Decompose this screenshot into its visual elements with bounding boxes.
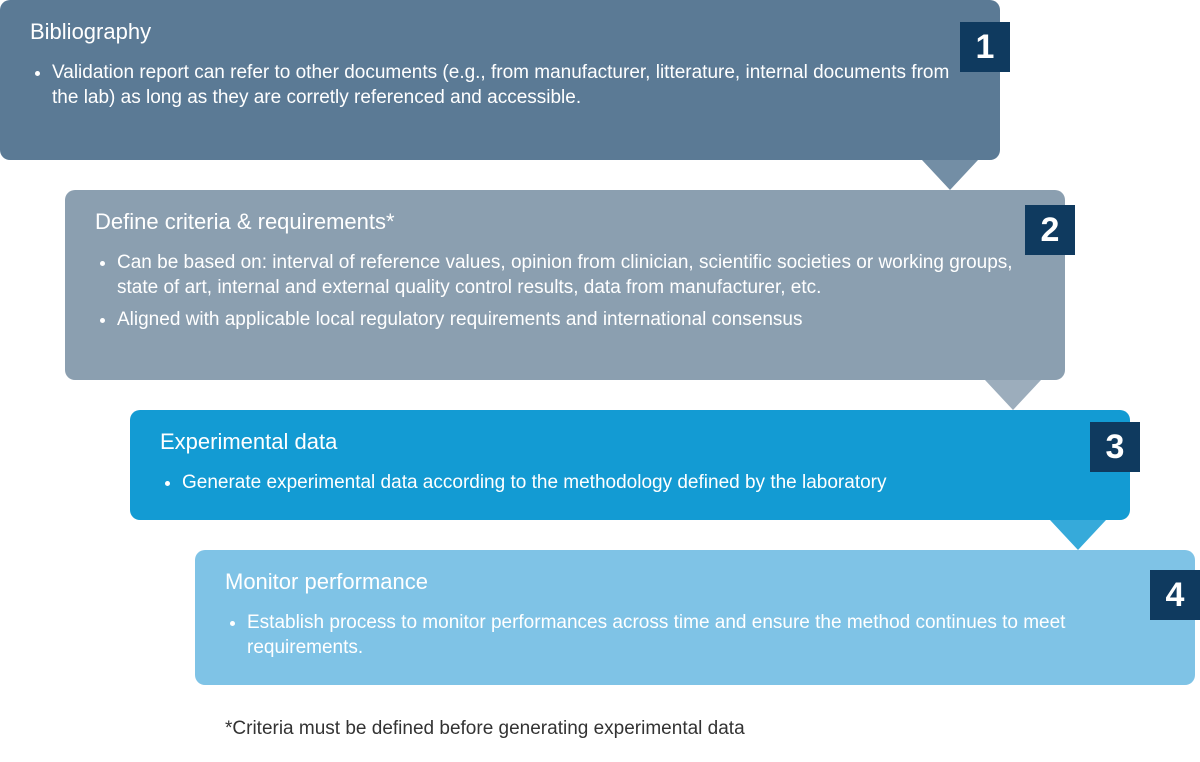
step-box-4: Monitor performance Establish process to… <box>195 550 1195 685</box>
arrow-icon <box>985 380 1041 410</box>
step-box-1: Bibliography Validation report can refer… <box>0 0 1000 160</box>
diagram-stage: Bibliography Validation report can refer… <box>0 0 1200 762</box>
step-badge-2: 2 <box>1025 205 1075 255</box>
arrow-icon <box>922 160 978 190</box>
step-bullet: Generate experimental data according to … <box>182 470 1102 496</box>
step-badge-1: 1 <box>960 22 1010 72</box>
step-bullet: Can be based on: interval of reference v… <box>117 250 1037 301</box>
step-bullet: Validation report can refer to other doc… <box>52 60 972 111</box>
step-list-3: Generate experimental data according to … <box>160 470 1102 496</box>
step-box-3: Experimental data Generate experimental … <box>130 410 1130 520</box>
step-title-1: Bibliography <box>30 18 972 46</box>
step-list-2: Can be based on: interval of reference v… <box>95 250 1037 333</box>
step-title-2: Define criteria & requirements* <box>95 208 1037 236</box>
step-title-3: Experimental data <box>160 428 1102 456</box>
step-badge-3: 3 <box>1090 422 1140 472</box>
step-box-2: Define criteria & requirements* Can be b… <box>65 190 1065 380</box>
footnote-text: *Criteria must be defined before generat… <box>225 718 745 740</box>
step-bullet: Establish process to monitor performance… <box>247 610 1167 661</box>
step-bullet: Aligned with applicable local regulatory… <box>117 307 1037 333</box>
step-badge-4: 4 <box>1150 570 1200 620</box>
arrow-icon <box>1050 520 1106 550</box>
step-list-4: Establish process to monitor performance… <box>225 610 1167 661</box>
step-title-4: Monitor performance <box>225 568 1167 596</box>
step-list-1: Validation report can refer to other doc… <box>30 60 972 111</box>
